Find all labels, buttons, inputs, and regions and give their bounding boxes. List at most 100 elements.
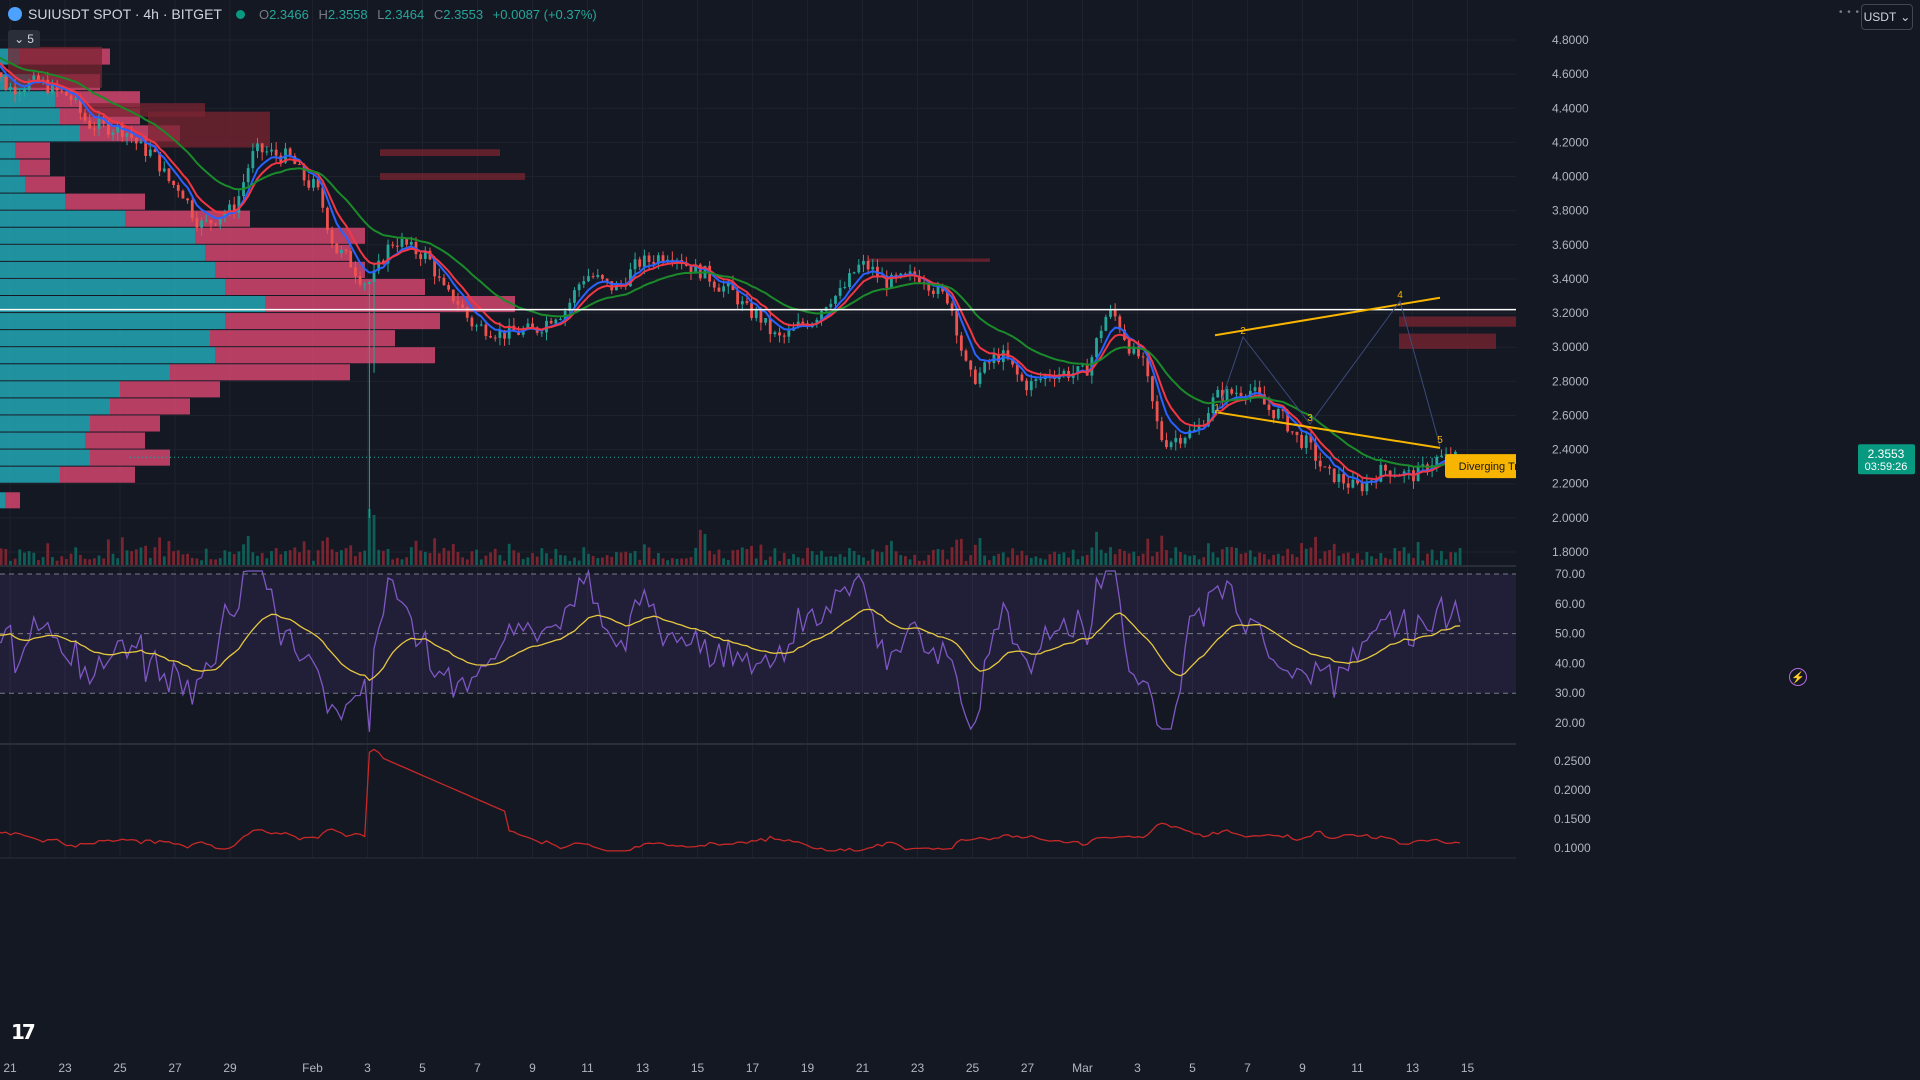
candle-body xyxy=(330,229,334,244)
candle-body xyxy=(754,309,758,318)
symbol-title[interactable]: SUIUSDT SPOT · 4h · BITGET xyxy=(28,6,222,22)
candle-body xyxy=(391,244,395,246)
candle-body xyxy=(1146,357,1150,377)
volume-bar xyxy=(442,547,446,565)
candle-body xyxy=(162,168,166,172)
volume-bar xyxy=(615,552,618,565)
tradingview-logo-icon[interactable]: 17 xyxy=(11,1020,36,1044)
volume-bar xyxy=(983,555,987,565)
candle-body xyxy=(1155,401,1159,422)
candle-body xyxy=(353,267,357,277)
candle-body xyxy=(218,217,222,225)
volume-bar xyxy=(1048,554,1052,565)
volume-bar xyxy=(531,552,534,565)
volume-bar xyxy=(689,557,693,565)
volume-bar xyxy=(1165,550,1168,565)
candle-body xyxy=(1011,358,1015,365)
volume-bar xyxy=(363,550,367,565)
candle-body xyxy=(559,318,562,320)
time-tick-label: 9 xyxy=(529,1061,536,1075)
rsi-pane xyxy=(0,568,1516,732)
lightning-icon[interactable]: ⚡ xyxy=(1789,668,1807,686)
volume-bar xyxy=(4,548,8,565)
collapse-legend-button[interactable]: ⌄ 5 xyxy=(8,30,40,48)
atr-line xyxy=(0,748,1461,852)
volume-bar xyxy=(302,541,306,565)
candle-body xyxy=(1095,338,1098,358)
volume-bar xyxy=(1440,550,1443,565)
volume-bar xyxy=(973,544,977,565)
volume-bar xyxy=(601,557,604,565)
volume-bar xyxy=(1276,553,1280,565)
candle-body xyxy=(116,125,120,133)
volume-bar xyxy=(857,554,861,565)
candle-body xyxy=(978,372,982,384)
candle-body xyxy=(545,320,548,333)
candle-body xyxy=(1169,442,1173,448)
candle-body xyxy=(302,164,306,181)
price-tick-label: 4.2000 xyxy=(1552,135,1589,149)
candle-body xyxy=(130,133,134,138)
candle-body xyxy=(190,200,194,219)
price-tick-label: 3.4000 xyxy=(1552,272,1589,286)
volume-bar xyxy=(698,529,702,565)
volume-bar xyxy=(605,555,609,565)
candle-body xyxy=(1137,346,1140,357)
volume-bar xyxy=(1155,551,1159,565)
candle-body xyxy=(1183,437,1187,444)
candle-body xyxy=(1276,409,1280,419)
volume-bar xyxy=(181,554,185,565)
candle-body xyxy=(1309,435,1313,443)
candle-body xyxy=(866,260,870,270)
volume-bar xyxy=(55,560,59,565)
atr-tick-label: 0.1000 xyxy=(1554,841,1591,855)
volume-bar xyxy=(489,552,492,565)
candle-body xyxy=(381,260,385,264)
candle-body xyxy=(722,286,726,292)
volume-bar xyxy=(1029,557,1033,565)
volume-bar xyxy=(703,534,707,565)
currency-selector[interactable]: USDT ⌄ xyxy=(1861,4,1913,30)
pattern-zigzag xyxy=(1216,299,1441,447)
candle-body xyxy=(1230,389,1234,394)
candle-body xyxy=(1421,464,1425,466)
volume-bar xyxy=(694,547,698,565)
volume-bar xyxy=(577,560,581,565)
candle-body xyxy=(1440,455,1443,457)
volume-profile-sell xyxy=(170,364,350,381)
volume-bar xyxy=(624,551,628,565)
time-tick-label: 25 xyxy=(113,1061,127,1075)
more-dots-icon[interactable]: • • • xyxy=(1838,7,1860,18)
candle-body xyxy=(9,86,12,90)
candle-body xyxy=(106,122,110,135)
volume-bar xyxy=(526,557,530,565)
volume-bar xyxy=(1123,550,1126,565)
time-tick-label: 13 xyxy=(1406,1061,1420,1075)
volume-bar xyxy=(251,552,255,565)
volume-bar xyxy=(764,560,767,565)
candle-body xyxy=(270,149,273,152)
volume-bar xyxy=(633,550,637,565)
volume-bar xyxy=(969,555,973,565)
symbol-legend[interactable]: SUIUSDT SPOT · 4h · BITGET O2.3466 H2.35… xyxy=(8,6,597,22)
candle-body xyxy=(1099,330,1103,339)
volume-bar xyxy=(69,553,73,565)
atr-pane xyxy=(0,748,1461,852)
volume-bar xyxy=(792,554,795,565)
candle-body xyxy=(1234,392,1238,394)
volume-bar xyxy=(1398,551,1401,565)
price-tick-label: 2.6000 xyxy=(1552,408,1589,422)
volume-bar xyxy=(204,548,208,565)
volume-bar xyxy=(1043,559,1047,565)
time-tick-label: 5 xyxy=(419,1061,426,1075)
volume-bar xyxy=(1444,559,1448,565)
candle-body xyxy=(88,120,92,129)
candle-body xyxy=(577,284,581,291)
volume-profile-sell xyxy=(225,278,425,295)
candle-body xyxy=(1220,389,1224,401)
volume-bar xyxy=(619,552,623,565)
candle-body xyxy=(1356,479,1359,484)
volume-profile-sell xyxy=(25,176,65,193)
bar-countdown: 03:59:26 xyxy=(1865,461,1908,473)
